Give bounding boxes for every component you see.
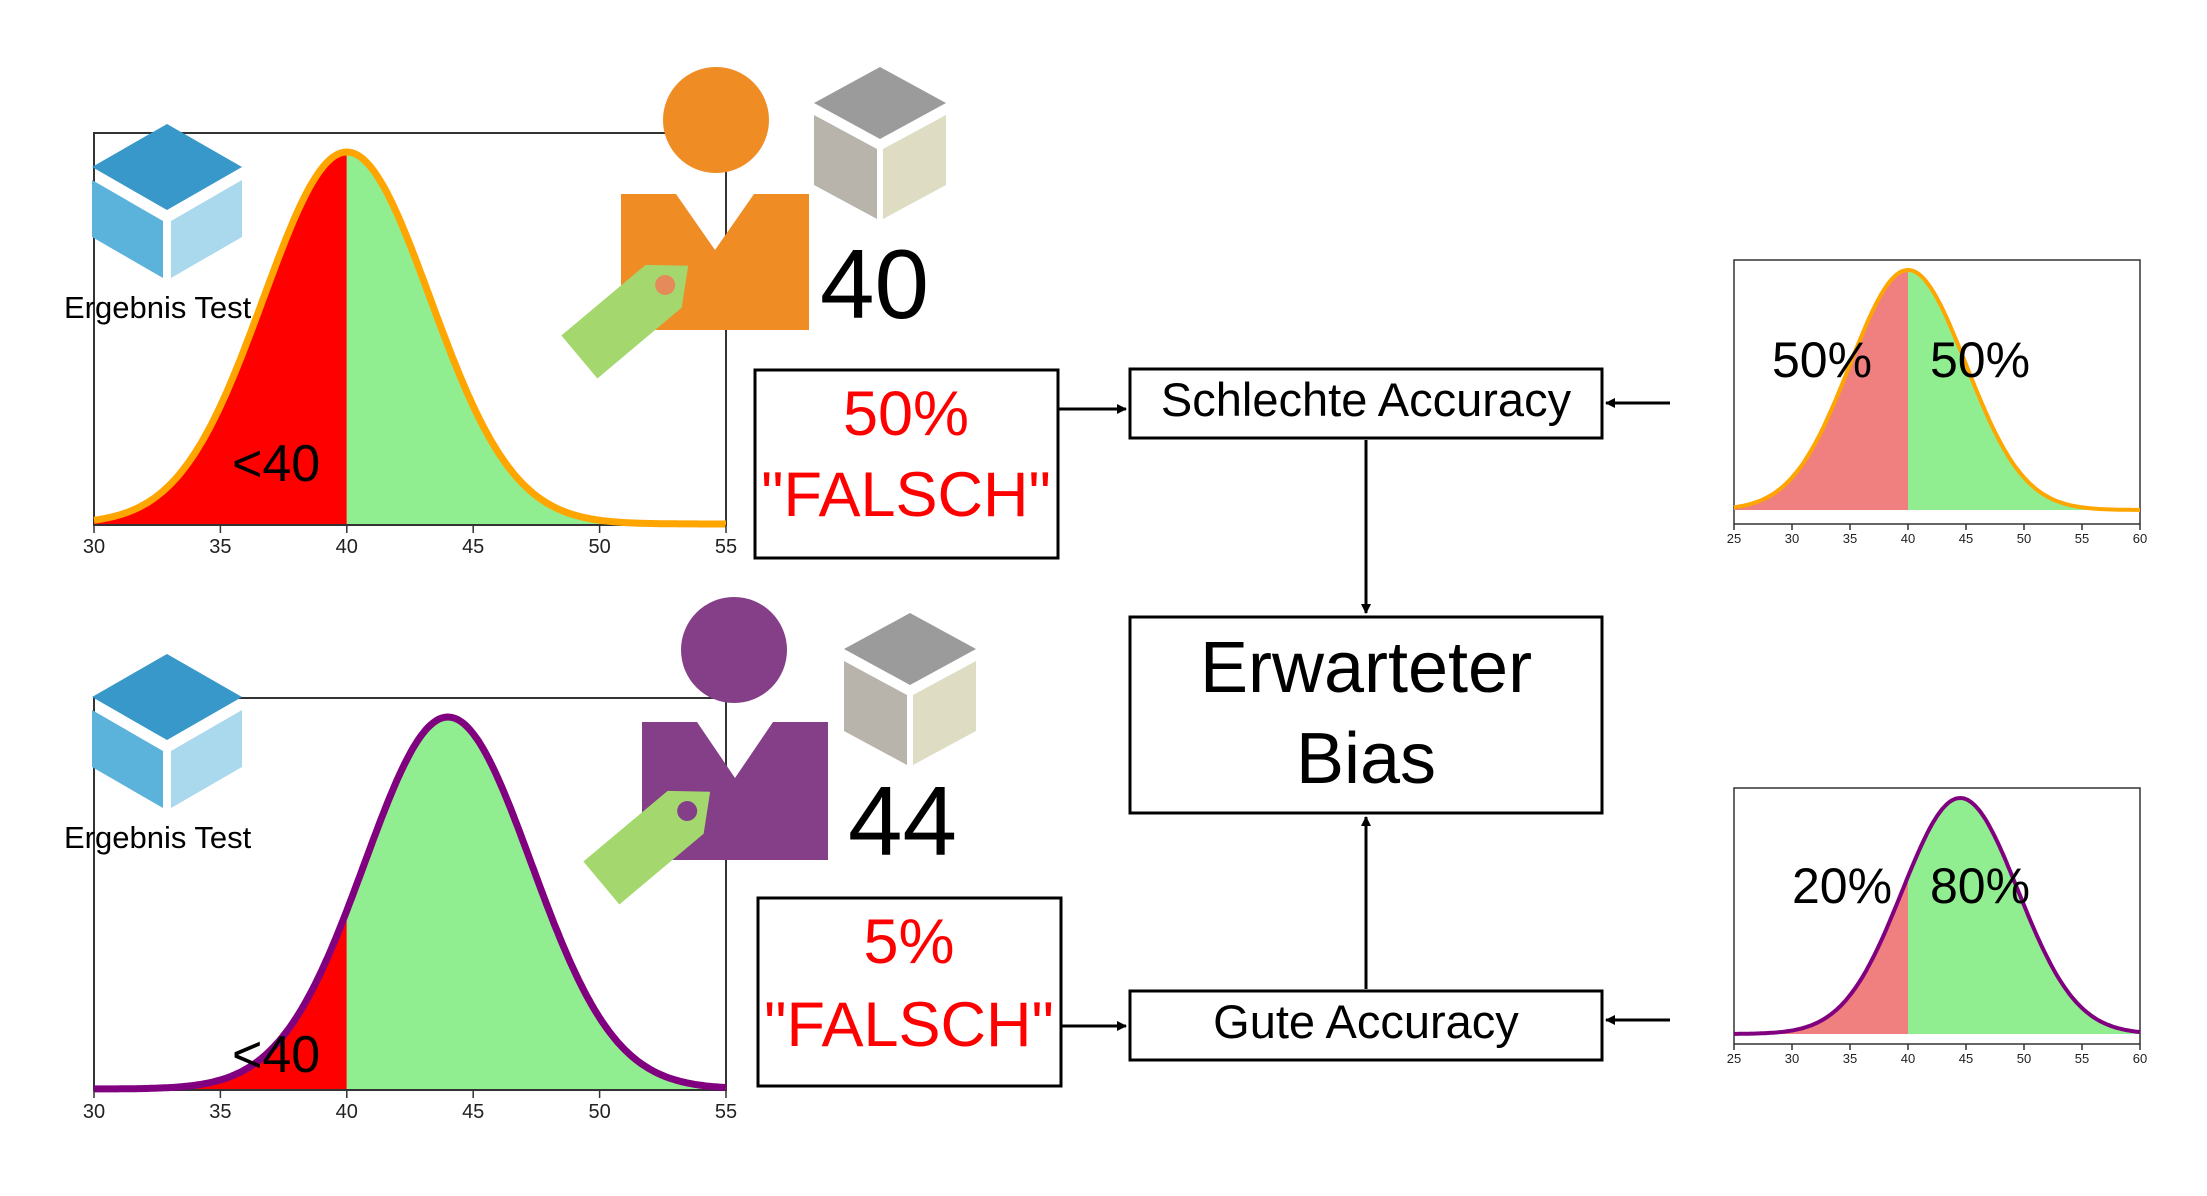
cube-top-face-icon [92,124,242,210]
x-tick-label: 45 [462,536,484,558]
cube-left-face-icon [92,180,163,278]
right-top-x-ticks: 25 30 35 40 45 50 55 60 [1727,524,2147,546]
x-tick-label: 45 [1959,531,1973,546]
right-top-left-pct: 50% [1772,332,1872,388]
x-tick-label: 40 [336,536,358,558]
right-bottom-left-pct: 20% [1792,858,1892,914]
bad-accuracy-box: Schlechte Accuracy [1128,367,1604,440]
cube-right-face-icon [171,180,242,278]
tag-icon-top [561,264,689,379]
x-tick-label: 55 [715,536,737,558]
right-bottom-above-area [1908,798,2140,1034]
bottom-chart-above-area [346,717,726,1089]
x-tick-label: 55 [2075,1051,2089,1066]
top-chart-curve [93,148,726,528]
grey-cube-right-icon [913,661,976,765]
x-tick-label: 55 [715,1101,737,1123]
test-result-icon-top [92,124,242,278]
x-tick-label: 45 [1959,1051,1973,1066]
bottom-test-caption: Ergebnis Test [64,820,252,855]
grey-cube-top-icon [844,613,976,685]
bottom-left-chart: 30 35 40 45 50 55 <40 [83,697,737,1123]
x-tick-label: 30 [83,536,105,558]
top-test-caption: Ergebnis Test [64,290,252,325]
person-head-icon [663,67,769,173]
top-chart-x-ticks: 30 35 40 45 50 55 [83,525,737,558]
x-tick-label: 35 [209,536,231,558]
top-error-label: "FALSCH" [761,460,1051,530]
x-tick-label: 50 [588,536,610,558]
x-tick-label: 35 [1843,531,1857,546]
x-tick-label: 30 [1785,531,1799,546]
x-tick-label: 40 [336,1101,358,1123]
top-chart-above-area [346,152,726,524]
bottom-chart-region-label: <40 [232,1026,320,1084]
right-top-above-area [1908,270,2140,510]
cube-left-face-icon [92,710,163,808]
right-top-chart: 25 30 35 40 45 50 55 60 50% 50% [1727,259,2147,546]
cube-icon-grey-top [814,67,946,219]
bias-label-line1: Erwarteter [1200,628,1532,708]
grey-cube-left-icon [814,115,877,219]
x-tick-label: 35 [209,1101,231,1123]
bias-box: Erwarteter Bias [1128,615,1604,815]
bad-accuracy-label: Schlechte Accuracy [1161,373,1572,426]
bottom-chart-x-ticks: 30 35 40 45 50 55 [83,1090,737,1123]
bottom-chart-below-area [94,910,347,1089]
bottom-chart-curve [93,713,727,1093]
top-error-box: 50% "FALSCH" [753,368,1060,560]
x-tick-label: 55 [2075,531,2089,546]
x-tick-label: 45 [462,1101,484,1123]
good-accuracy-box: Gute Accuracy [1128,989,1604,1062]
top-chart-region-label: <40 [232,435,320,493]
tag-body-icon [561,264,689,379]
test-result-icon-bottom [92,654,242,808]
tag-hole-icon [677,801,698,822]
bias-label-line2: Bias [1296,719,1436,799]
cube-right-face-icon [171,710,242,808]
good-accuracy-label: Gute Accuracy [1213,995,1519,1048]
x-tick-label: 25 [1727,531,1741,546]
bottom-score: 44 [848,766,957,876]
right-bottom-x-ticks: 25 30 35 40 45 50 55 60 [1727,1044,2147,1066]
x-tick-label: 60 [2133,531,2147,546]
grey-cube-left-icon [844,661,907,765]
x-tick-label: 50 [2017,531,2031,546]
right-bottom-curve [1734,795,2141,1036]
bottom-error-label: "FALSCH" [764,990,1054,1060]
x-tick-label: 25 [1727,1051,1741,1066]
x-tick-label: 40 [1901,531,1915,546]
bottom-error-percent: 5% [863,907,954,977]
cube-top-face-icon [92,654,242,740]
tag-hole-icon [655,275,676,296]
flow-arrows [1059,398,1670,1031]
right-top-right-pct: 50% [1930,332,2030,388]
person-head-icon [681,597,787,703]
bottom-error-box: 5% "FALSCH" [756,896,1063,1088]
x-tick-label: 60 [2133,1051,2147,1066]
grey-cube-top-icon [814,67,946,139]
top-score: 40 [820,229,929,339]
tag-body-icon [583,790,711,905]
x-tick-label: 35 [1843,1051,1857,1066]
x-tick-label: 30 [83,1101,105,1123]
cube-icon-grey-bottom [844,613,976,765]
grey-cube-right-icon [883,115,946,219]
right-bottom-chart: 25 30 35 40 45 50 55 60 20% 80% [1727,787,2147,1066]
x-tick-label: 50 [2017,1051,2031,1066]
right-bottom-below-area [1734,876,1908,1034]
top-error-percent: 50% [843,379,969,449]
x-tick-label: 50 [588,1101,610,1123]
x-tick-label: 40 [1901,1051,1915,1066]
right-bottom-right-pct: 80% [1930,858,2030,914]
x-tick-label: 30 [1785,1051,1799,1066]
right-top-curve [1733,267,2140,512]
tag-icon-bottom [583,790,711,905]
